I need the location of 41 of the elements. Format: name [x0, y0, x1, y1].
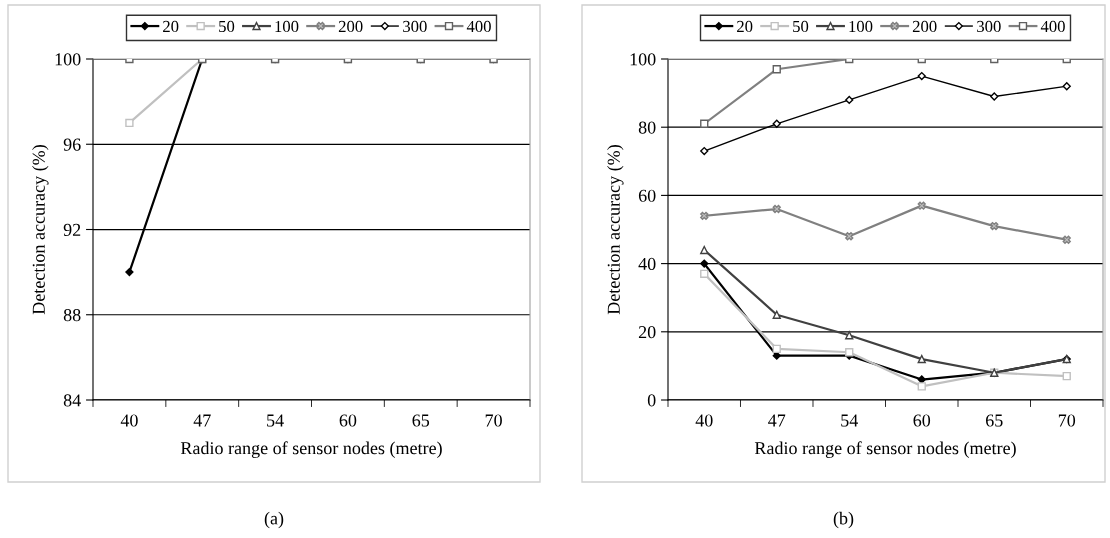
x-tick-label: 40	[120, 414, 138, 427]
y-tick-label: 96	[63, 138, 81, 151]
y-tick-label: 92	[63, 223, 81, 236]
y-tick-label: 80	[638, 121, 656, 134]
y-tick-label: 0	[647, 394, 656, 407]
text: (b)	[833, 511, 854, 529]
y-tick-label: 84	[63, 394, 81, 407]
legend-label: 50	[219, 20, 235, 33]
legend-label: 300	[403, 20, 427, 33]
x-tick-label: 65	[986, 414, 1003, 427]
x-tick-label: 70	[1058, 414, 1076, 427]
x-tick-label: 47	[193, 414, 211, 427]
x-tick-label: 40	[695, 414, 713, 427]
y-tick-label: 100	[55, 53, 81, 66]
legend-label: 100	[275, 20, 299, 33]
legend-label: 20	[737, 20, 753, 33]
y-tick-label: 20	[638, 326, 656, 339]
y-tick-label: 60	[638, 189, 656, 202]
x-tick-label: 60	[339, 414, 357, 427]
legend-label: 400	[466, 20, 491, 33]
x-tick-label: 70	[485, 414, 502, 427]
legend-label: 20	[163, 20, 179, 33]
legend-label: 50	[793, 20, 809, 33]
y-axis-title: Detection accuracy (%)	[32, 145, 49, 315]
y-tick-label: 40	[638, 257, 656, 271]
legend-label: 100	[849, 20, 873, 33]
legend-label: 200	[338, 20, 363, 33]
y-tick-label: 100	[630, 53, 656, 66]
x-tick-label: 60	[913, 414, 931, 427]
x-tick-label: 47	[768, 414, 786, 427]
text: (a)	[264, 511, 284, 529]
y-tick-label: 88	[63, 309, 81, 322]
x-tick-label: 54	[841, 414, 858, 427]
legend-label: 400	[1040, 20, 1065, 33]
x-axis-title: Radio range of sensor nodes (metre)	[754, 441, 1016, 458]
x-tick-label: 54	[267, 414, 284, 427]
legend-label: 300	[977, 20, 1001, 33]
y-axis-title: Detection accuracy (%)	[607, 145, 624, 315]
x-tick-label: 65	[412, 414, 430, 427]
legend-label: 200	[912, 20, 937, 33]
x-axis-title: Radio range of sensor nodes (metre)	[180, 441, 442, 458]
